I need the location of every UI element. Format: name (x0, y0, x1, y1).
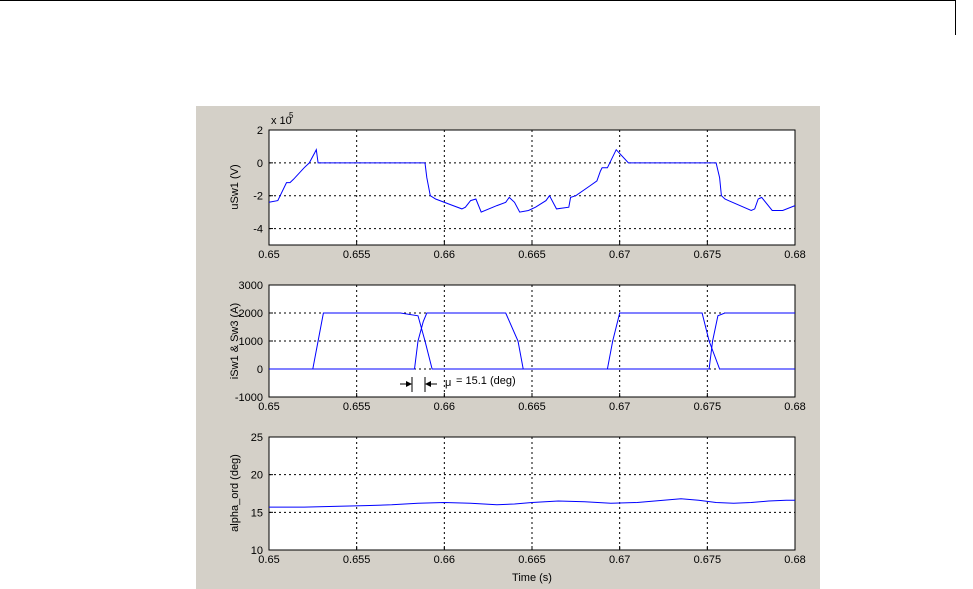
xtick-label: 0.67 (609, 401, 630, 413)
panel-current: 0.65 0.655 0.66 0.665 0.67 0.675 0.68 3000 2000… (229, 280, 806, 413)
yticks-voltage: 2 0 -2 -4 (253, 125, 273, 236)
xtick-label: 0.655 (343, 401, 371, 413)
ytick-label: 15 (251, 507, 263, 519)
panel-alpha: 0.65 0.655 0.66 0.665 0.67 0.675 0.68 25 20 15 10… (229, 432, 806, 584)
xtick-label: 0.67 (609, 554, 630, 566)
ytick-label: 25 (251, 432, 263, 444)
xtick-label: 0.665 (518, 554, 546, 566)
ytick-label: -1000 (235, 392, 263, 404)
exponent-power: 5 (289, 111, 294, 120)
xtick-label: 0.675 (694, 401, 722, 413)
xtick-label: 0.68 (784, 401, 805, 413)
xtick-label: 0.675 (694, 249, 722, 261)
mu-annotation: μ = 15.1 (deg) (400, 375, 516, 392)
xtick-label: 0.665 (518, 249, 546, 261)
top-rule-tick (955, 0, 956, 35)
ytick-label: 3000 (239, 280, 263, 292)
ylabel-alpha: alpha_ord (deg) (229, 454, 241, 532)
trace-isw3 (269, 312, 795, 370)
xtick-label: 0.675 (694, 554, 722, 566)
xlabel-time: Time (s) (512, 572, 552, 584)
mu-arrowhead-right (425, 381, 431, 387)
xtick-label: 0.66 (434, 401, 455, 413)
ytick-label: 2000 (239, 308, 263, 320)
xticks-voltage: 0.65 0.655 0.66 0.665 0.67 0.675 0.68 (258, 241, 806, 261)
exponent-label: x 10 (271, 115, 292, 127)
ytick-label: -4 (253, 224, 263, 236)
xtick-label: 0.665 (518, 401, 546, 413)
grid-voltage (269, 130, 795, 245)
xtick-label: 0.655 (343, 249, 371, 261)
xtick-label: 0.66 (434, 249, 455, 261)
ytick-label: -2 (253, 191, 263, 203)
xtick-label: 0.68 (784, 249, 805, 261)
trace-alpha-ord (269, 498, 795, 508)
xtick-label: 0.67 (609, 249, 630, 261)
mu-symbol: μ (445, 377, 451, 389)
grid-current (269, 285, 795, 397)
panel-voltage: 0.65 0.655 0.66 0.665 0.67 0.675 0.68 2 0 -2 -4 x… (229, 111, 806, 261)
ytick-label: 0 (257, 364, 263, 376)
grid-alpha (269, 437, 795, 550)
trace-isw1 (269, 312, 795, 370)
xtick-label: 0.68 (784, 554, 805, 566)
yticks-current: 3000 2000 1000 0 -1000 (235, 280, 273, 404)
xtick-label: 0.65 (258, 401, 279, 413)
xtick-label: 0.65 (258, 249, 279, 261)
ytick-label: 20 (251, 470, 263, 482)
ylabel-voltage: uSw1 (V) (229, 164, 241, 209)
ylabel-current: iSw1 & Sw3 (A) (229, 303, 241, 379)
xtick-label: 0.65 (258, 554, 279, 566)
mu-arrowhead-left (406, 381, 412, 387)
xticks-alpha: 0.65 0.655 0.66 0.665 0.67 0.675 0.68 (258, 546, 806, 566)
ytick-label: 10 (251, 545, 263, 557)
axes-box-voltage (268, 129, 796, 246)
ytick-label: 1000 (239, 336, 263, 348)
ytick-label: 0 (257, 158, 263, 170)
xtick-label: 0.655 (343, 554, 371, 566)
top-rule (0, 0, 955, 1)
ytick-label: 2 (257, 125, 263, 137)
xtick-label: 0.66 (434, 554, 455, 566)
trace-usw1 (268, 148, 796, 213)
mu-value: = 15.1 (deg) (456, 375, 516, 387)
xticks-current: 0.65 0.655 0.66 0.665 0.67 0.675 0.68 (258, 393, 806, 413)
yticks-alpha: 25 20 15 10 (251, 432, 273, 557)
